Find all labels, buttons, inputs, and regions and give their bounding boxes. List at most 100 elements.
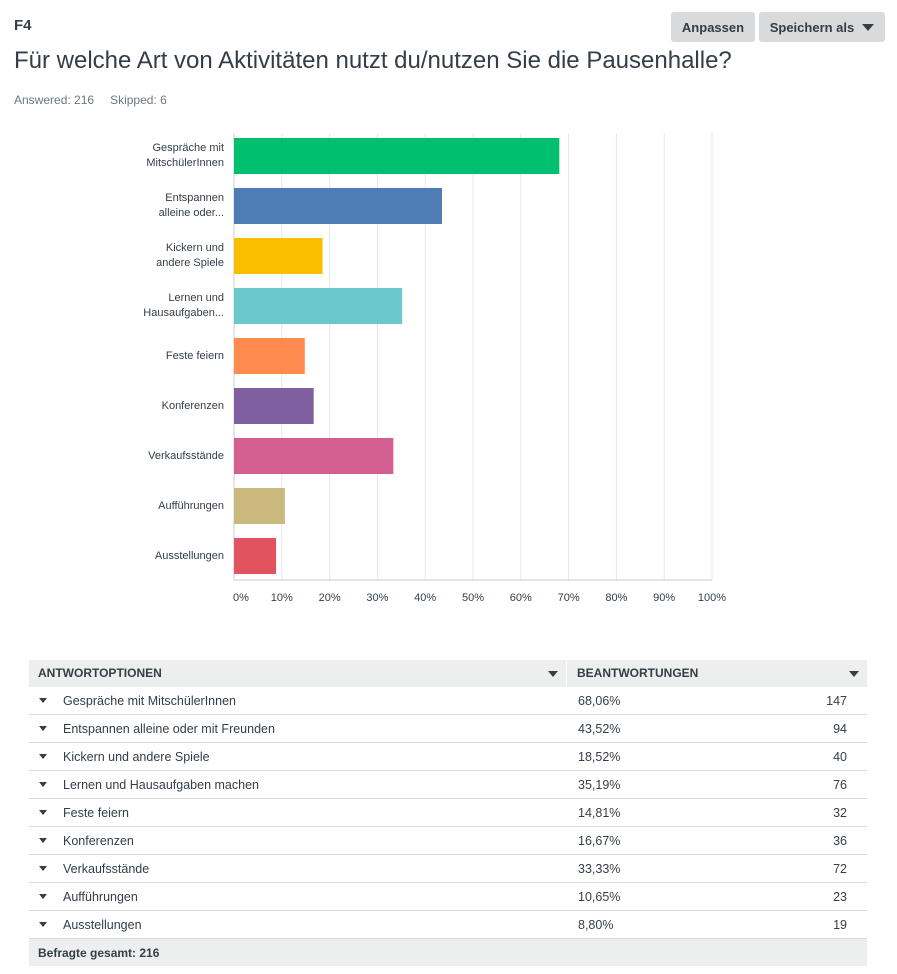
table-row[interactable]: Kickern und andere Spiele 18,52% 40 (29, 743, 867, 771)
category-label-line: Kickern und (165, 242, 224, 254)
row-count: 40 (833, 749, 847, 764)
bar[interactable] (234, 138, 560, 174)
x-tick-label: 10% (270, 592, 293, 604)
answered-count: Answered: 216 (14, 93, 95, 107)
table-row[interactable]: Verkaufsstände 33,33% 72 (29, 855, 867, 883)
category-label-line: Hausaufgaben... (143, 307, 224, 319)
question-title: Für welche Art von Aktivitäten nutzt du/… (14, 47, 732, 74)
category-label: Feste feiern (104, 349, 224, 364)
x-tick-label: 40% (414, 592, 437, 604)
row-percent: 43,52% (578, 721, 621, 736)
total-respondents: Befragte gesamt: 216 (38, 945, 160, 960)
table-footer: Befragte gesamt: 216 (29, 939, 867, 966)
table-row[interactable]: Entspannen alleine oder mit Freunden 43,5… (29, 715, 867, 743)
category-label-line: Aufführungen (158, 499, 224, 512)
table-row[interactable]: Gespräche mit MitschülerInnen 68,06% 147 (29, 687, 867, 715)
table-row[interactable]: Feste feiern 14,81% 32 (29, 799, 867, 827)
category-label-line: alleine oder... (158, 207, 224, 219)
table-row[interactable]: Lernen und Hausaufgaben machen 35,19% 76 (29, 771, 867, 799)
row-percent: 68,06% (578, 693, 621, 708)
expand-row-icon[interactable] (39, 838, 47, 843)
row-option: Lernen und Hausaufgaben machen (63, 777, 259, 792)
expand-row-icon[interactable] (39, 782, 47, 787)
x-tick-label: 80% (605, 592, 628, 604)
category-label: Entspannen alleine oder... (104, 191, 224, 221)
response-table: ANTWORTOPTIONEN BEANTWORTUNGEN Gespräche… (29, 660, 867, 966)
sort-options-icon[interactable] (548, 671, 558, 677)
row-option: Gespräche mit MitschülerInnen (63, 693, 236, 708)
x-tick-label: 30% (366, 592, 389, 604)
bar[interactable] (234, 238, 323, 274)
row-option: Aufführungen (63, 889, 138, 904)
bar[interactable] (234, 288, 403, 324)
row-count: 23 (833, 889, 847, 904)
category-label-line: Konferenzen (161, 399, 224, 412)
table-row[interactable]: Ausstellungen 8,80% 19 (29, 911, 867, 939)
row-count: 19 (833, 917, 847, 932)
bar[interactable] (234, 438, 394, 474)
skipped-count: Skipped: 6 (110, 93, 167, 107)
category-label-line: andere Spiele (156, 257, 224, 269)
x-tick-label: 20% (318, 592, 341, 604)
x-tick-label: 50% (461, 592, 485, 604)
expand-row-icon[interactable] (39, 726, 47, 731)
row-count: 76 (833, 777, 847, 792)
table-row[interactable]: Konferenzen 16,67% 36 (29, 827, 867, 855)
x-tick-label: 70% (557, 592, 580, 604)
category-label-line: Entspannen (165, 192, 224, 204)
expand-row-icon[interactable] (39, 810, 47, 815)
header-options-label: ANTWORTOPTIONEN (38, 666, 162, 680)
header-responses-label: BEANTWORTUNGEN (577, 666, 699, 680)
sort-responses-icon[interactable] (849, 671, 859, 677)
customize-button-label: Anpassen (681, 19, 745, 35)
table-row[interactable]: Aufführungen 10,65% 23 (29, 883, 867, 911)
bar[interactable] (234, 538, 277, 574)
category-label-line: Gespräche mit (152, 142, 224, 154)
row-count: 32 (833, 805, 847, 820)
bar[interactable] (234, 188, 443, 224)
category-label: Verkaufsstände (104, 449, 224, 464)
x-tick-label: 0% (233, 592, 249, 604)
row-option: Konferenzen (63, 833, 134, 848)
bar[interactable] (234, 488, 285, 524)
header-responses[interactable]: BEANTWORTUNGEN (567, 660, 867, 687)
response-stats: Answered: 216 Skipped: 6 (14, 93, 167, 107)
expand-row-icon[interactable] (39, 894, 47, 899)
row-count: 36 (833, 833, 847, 848)
expand-row-icon[interactable] (39, 698, 47, 703)
save-as-button-label: Speichern als (769, 19, 855, 35)
table-header: ANTWORTOPTIONEN BEANTWORTUNGEN (29, 660, 867, 687)
category-label-line: MitschülerInnen (146, 157, 224, 169)
category-label: Gespräche mit MitschülerInnen (104, 141, 224, 171)
category-label-line: Ausstellungen (154, 549, 224, 562)
row-percent: 14,81% (578, 805, 621, 820)
row-percent: 16,67% (578, 833, 621, 848)
row-option: Ausstellungen (63, 917, 142, 932)
bar-chart-svg (233, 133, 713, 581)
expand-row-icon[interactable] (39, 866, 47, 871)
row-option: Verkaufsstände (63, 861, 150, 876)
header-options[interactable]: ANTWORTOPTIONEN (29, 660, 567, 687)
category-label: Aufführungen (104, 499, 224, 514)
row-count: 147 (826, 693, 847, 708)
row-percent: 8,80% (578, 917, 614, 932)
question-number: F4 (14, 17, 32, 34)
expand-row-icon[interactable] (39, 922, 47, 927)
bar[interactable] (234, 388, 314, 424)
category-label: Konferenzen (104, 399, 224, 414)
save-as-button[interactable]: Speichern als (759, 12, 885, 42)
x-tick-label: 100% (697, 592, 727, 604)
row-percent: 18,52% (578, 749, 621, 764)
category-label-line: Lernen und (168, 292, 224, 304)
row-percent: 10,65% (578, 889, 621, 904)
category-label: Ausstellungen (104, 549, 224, 564)
category-label-line: Verkaufsstände (148, 449, 224, 462)
category-label: Lernen und Hausaufgaben... (104, 291, 224, 321)
category-label-line: Feste feiern (165, 349, 224, 362)
expand-row-icon[interactable] (39, 754, 47, 759)
customize-button[interactable]: Anpassen (671, 12, 755, 42)
bar[interactable] (234, 338, 305, 374)
row-option: Kickern und andere Spiele (63, 749, 210, 764)
row-count: 94 (833, 721, 847, 736)
table-body: Gespräche mit MitschülerInnen 68,06% 147 En… (29, 687, 867, 939)
